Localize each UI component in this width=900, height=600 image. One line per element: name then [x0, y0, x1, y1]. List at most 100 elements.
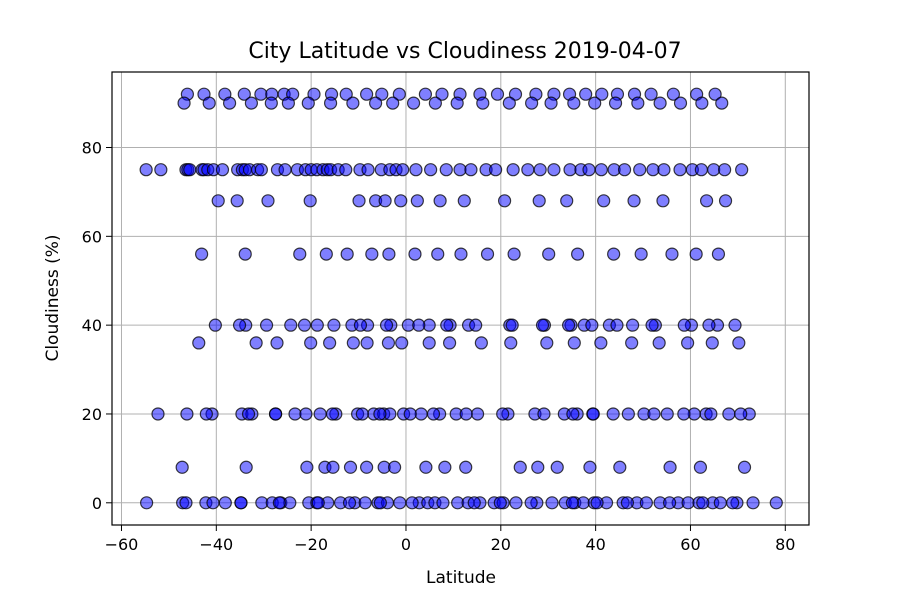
data-point: [627, 194, 641, 208]
data-point: [566, 407, 580, 421]
data-point: [396, 163, 410, 177]
data-point: [533, 163, 547, 177]
data-point: [474, 336, 488, 350]
y-axis-label: Cloudiness (%): [43, 234, 63, 361]
data-point: [234, 496, 248, 510]
data-point: [438, 460, 452, 474]
data-point: [620, 496, 635, 510]
data-point: [652, 336, 666, 350]
data-point: [735, 163, 749, 177]
data-point: [594, 336, 608, 350]
data-point: [454, 247, 468, 261]
data-point: [408, 247, 422, 261]
data-point: [403, 407, 417, 421]
data-point: [509, 496, 523, 510]
data-point: [426, 407, 441, 421]
data-point: [681, 336, 695, 350]
y-tick-label: 40: [82, 316, 102, 335]
data-point: [722, 407, 736, 421]
data-point: [410, 194, 424, 208]
x-tick-label: −20: [294, 535, 328, 554]
data-point: [673, 96, 688, 110]
data-point: [353, 318, 368, 332]
data-point: [459, 460, 473, 474]
data-point: [715, 96, 729, 110]
data-point: [565, 496, 579, 510]
data-point: [493, 496, 507, 510]
data-point: [506, 163, 520, 177]
data-point: [268, 407, 283, 421]
data-point: [525, 96, 539, 110]
y-tick-label: 0: [92, 494, 102, 513]
data-point: [222, 96, 237, 110]
data-point: [707, 163, 721, 177]
data-point: [387, 460, 402, 474]
data-point: [633, 163, 647, 177]
data-point: [590, 496, 604, 510]
data-point: [582, 163, 596, 177]
y-tick-label: 20: [82, 405, 102, 424]
data-point: [583, 460, 597, 474]
data-point: [340, 247, 354, 261]
x-tick-label: 0: [401, 535, 411, 554]
data-point: [177, 96, 191, 110]
data-point: [586, 407, 600, 421]
data-point: [563, 163, 577, 177]
data-point: [323, 336, 337, 350]
data-point: [327, 318, 341, 332]
data-point: [737, 460, 752, 474]
data-point: [734, 407, 748, 421]
data-point: [270, 336, 284, 350]
data-point: [626, 318, 640, 332]
data-point: [681, 496, 695, 510]
data-point: [571, 247, 585, 261]
data-point: [232, 318, 247, 332]
data-point: [151, 407, 165, 421]
data-point: [140, 496, 154, 510]
data-point: [239, 460, 253, 474]
data-point: [358, 496, 372, 510]
data-point: [550, 460, 564, 474]
data-point: [689, 247, 703, 261]
data-point: [732, 336, 746, 350]
data-point: [218, 496, 232, 510]
data-point: [713, 496, 727, 510]
data-point: [567, 336, 581, 350]
data-point: [646, 163, 660, 177]
data-point: [606, 407, 620, 421]
data-point: [656, 194, 670, 208]
data-point: [496, 407, 510, 421]
x-tick-label: −60: [105, 535, 139, 554]
data-points: [139, 87, 783, 510]
data-point: [488, 163, 503, 177]
data-point: [154, 163, 168, 177]
data-point: [696, 496, 710, 510]
data-point: [418, 87, 433, 101]
x-tick-label: 80: [775, 535, 795, 554]
data-point: [319, 247, 333, 261]
data-point: [215, 163, 230, 177]
data-point: [310, 318, 324, 332]
x-axis-ticks: −60 −40 −20 0 20 40 60 80: [105, 525, 795, 554]
data-point: [211, 194, 225, 208]
data-point: [382, 247, 396, 261]
data-point: [414, 407, 428, 421]
grid-lines: [112, 72, 809, 525]
data-point: [594, 163, 608, 177]
data-point: [497, 194, 512, 208]
data-point: [769, 496, 783, 510]
data-point: [490, 87, 505, 101]
data-point: [464, 163, 478, 177]
data-point: [369, 96, 383, 110]
data-point: [395, 336, 409, 350]
data-point: [278, 163, 292, 177]
y-tick-label: 60: [82, 227, 102, 246]
data-point: [663, 460, 677, 474]
data-point: [254, 163, 268, 177]
data-point: [607, 247, 621, 261]
data-point: [440, 318, 454, 332]
data-point: [504, 336, 518, 350]
data-point: [435, 87, 449, 101]
data-point: [304, 336, 318, 350]
